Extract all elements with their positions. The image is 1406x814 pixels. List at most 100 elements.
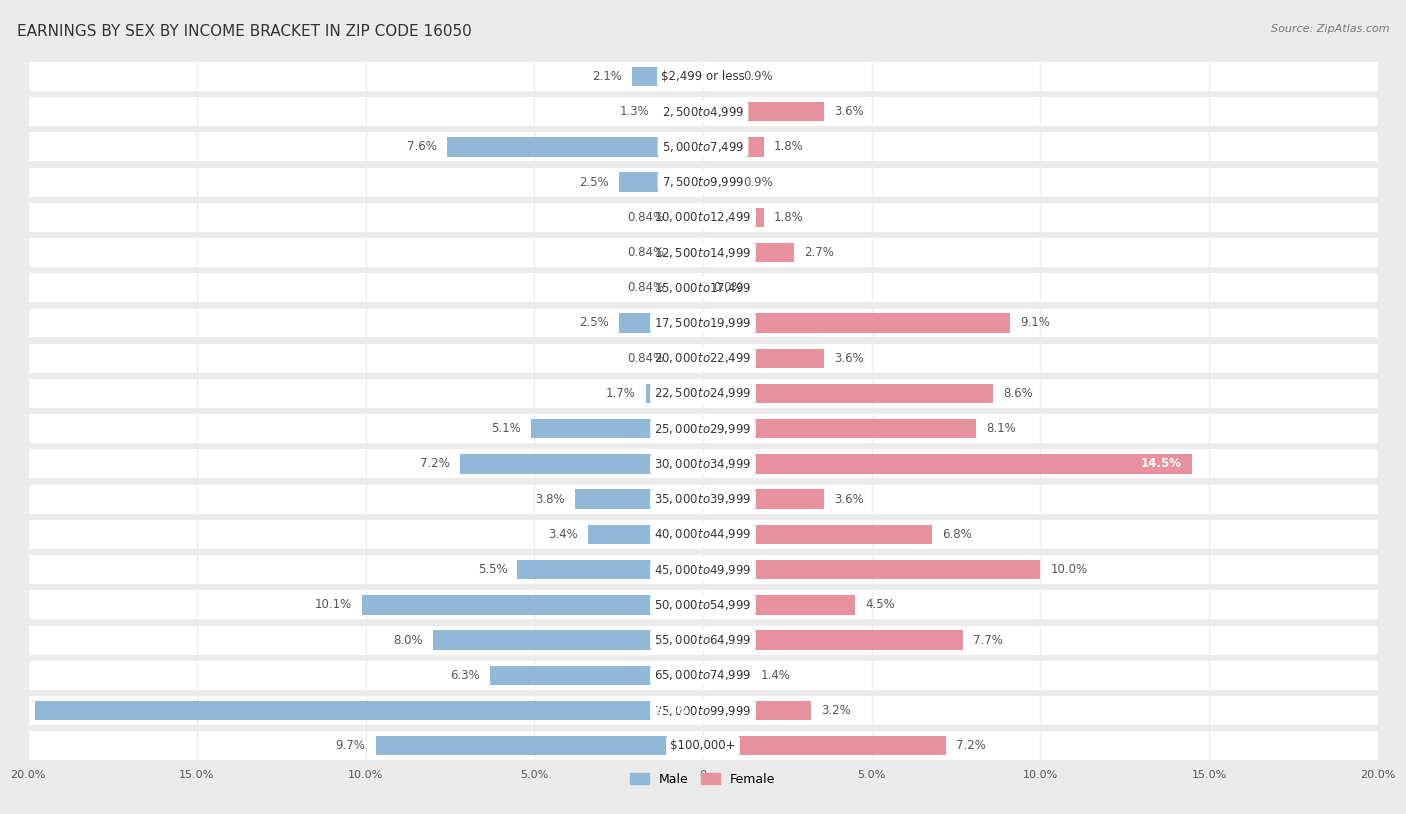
Bar bbox=[703, 454, 1192, 474]
Text: 9.7%: 9.7% bbox=[336, 739, 366, 752]
Bar bbox=[28, 590, 1378, 619]
Text: 19.8%: 19.8% bbox=[648, 704, 689, 717]
Bar bbox=[659, 102, 703, 121]
Text: $7,500 to $9,999: $7,500 to $9,999 bbox=[662, 175, 744, 189]
Bar bbox=[703, 313, 1010, 333]
Bar bbox=[28, 661, 1378, 689]
Text: 1.8%: 1.8% bbox=[773, 140, 804, 153]
Text: $20,000 to $22,499: $20,000 to $22,499 bbox=[654, 351, 752, 365]
Text: Source: ZipAtlas.com: Source: ZipAtlas.com bbox=[1271, 24, 1389, 34]
Text: $2,499 or less: $2,499 or less bbox=[661, 70, 745, 83]
Bar bbox=[28, 309, 1378, 338]
Bar bbox=[433, 630, 703, 650]
Text: 0.84%: 0.84% bbox=[627, 352, 665, 365]
Text: $2,500 to $4,999: $2,500 to $4,999 bbox=[662, 104, 744, 119]
Bar bbox=[703, 208, 763, 227]
Text: 1.7%: 1.7% bbox=[606, 387, 636, 400]
Bar bbox=[491, 666, 703, 685]
Text: 4.5%: 4.5% bbox=[865, 598, 894, 611]
Text: 1.3%: 1.3% bbox=[619, 105, 650, 118]
Bar bbox=[28, 484, 1378, 514]
Text: 10.0%: 10.0% bbox=[1050, 563, 1088, 576]
Text: $45,000 to $49,999: $45,000 to $49,999 bbox=[654, 562, 752, 576]
Bar bbox=[28, 344, 1378, 373]
Bar bbox=[703, 595, 855, 615]
Text: 7.7%: 7.7% bbox=[973, 633, 1002, 646]
Bar bbox=[28, 238, 1378, 267]
Text: 5.1%: 5.1% bbox=[491, 422, 520, 435]
Text: 8.1%: 8.1% bbox=[987, 422, 1017, 435]
Bar bbox=[703, 348, 824, 368]
Text: 2.5%: 2.5% bbox=[579, 176, 609, 189]
Text: 7.6%: 7.6% bbox=[406, 140, 436, 153]
Text: $35,000 to $39,999: $35,000 to $39,999 bbox=[654, 492, 752, 506]
Bar bbox=[28, 62, 1378, 91]
Bar bbox=[588, 525, 703, 544]
Bar bbox=[28, 97, 1378, 126]
Text: $40,000 to $44,999: $40,000 to $44,999 bbox=[654, 527, 752, 541]
Text: 0.84%: 0.84% bbox=[627, 211, 665, 224]
Bar bbox=[703, 525, 932, 544]
Text: $30,000 to $34,999: $30,000 to $34,999 bbox=[654, 457, 752, 471]
Text: 6.3%: 6.3% bbox=[450, 669, 481, 682]
Bar bbox=[675, 278, 703, 297]
Bar bbox=[28, 520, 1378, 549]
Bar bbox=[28, 696, 1378, 725]
Text: 0.9%: 0.9% bbox=[744, 70, 773, 83]
Text: 0.84%: 0.84% bbox=[627, 246, 665, 259]
Text: $75,000 to $99,999: $75,000 to $99,999 bbox=[654, 703, 752, 718]
Text: $100,000+: $100,000+ bbox=[671, 739, 735, 752]
Text: 3.6%: 3.6% bbox=[835, 105, 865, 118]
Bar bbox=[575, 489, 703, 509]
Text: $65,000 to $74,999: $65,000 to $74,999 bbox=[654, 668, 752, 682]
Text: 2.5%: 2.5% bbox=[579, 317, 609, 330]
Text: 7.2%: 7.2% bbox=[956, 739, 986, 752]
Bar bbox=[28, 168, 1378, 196]
Bar bbox=[703, 666, 751, 685]
Bar bbox=[619, 173, 703, 192]
Bar bbox=[28, 555, 1378, 584]
Text: 8.0%: 8.0% bbox=[394, 633, 423, 646]
Text: $12,500 to $14,999: $12,500 to $14,999 bbox=[654, 246, 752, 260]
Bar bbox=[531, 419, 703, 439]
Bar bbox=[447, 137, 703, 156]
Text: $10,000 to $12,499: $10,000 to $12,499 bbox=[654, 210, 752, 225]
Bar bbox=[35, 701, 703, 720]
Legend: Male, Female: Male, Female bbox=[626, 768, 780, 790]
Text: 2.7%: 2.7% bbox=[804, 246, 834, 259]
Text: 3.4%: 3.4% bbox=[548, 528, 578, 540]
Text: 3.6%: 3.6% bbox=[835, 352, 865, 365]
Bar bbox=[28, 274, 1378, 302]
Bar bbox=[675, 348, 703, 368]
Text: $22,500 to $24,999: $22,500 to $24,999 bbox=[654, 387, 752, 400]
Text: EARNINGS BY SEX BY INCOME BRACKET IN ZIP CODE 16050: EARNINGS BY SEX BY INCOME BRACKET IN ZIP… bbox=[17, 24, 471, 39]
Bar bbox=[703, 243, 794, 262]
Text: 3.8%: 3.8% bbox=[536, 492, 565, 505]
Text: 3.6%: 3.6% bbox=[835, 492, 865, 505]
Text: $5,000 to $7,499: $5,000 to $7,499 bbox=[662, 140, 744, 154]
Bar bbox=[703, 736, 946, 755]
Text: 9.1%: 9.1% bbox=[1021, 317, 1050, 330]
Text: 8.6%: 8.6% bbox=[1004, 387, 1033, 400]
Text: 0.84%: 0.84% bbox=[627, 282, 665, 294]
Bar bbox=[460, 454, 703, 474]
Text: 1.8%: 1.8% bbox=[773, 211, 804, 224]
Bar bbox=[28, 203, 1378, 232]
Bar bbox=[675, 243, 703, 262]
Bar bbox=[645, 383, 703, 403]
Bar bbox=[619, 313, 703, 333]
Bar bbox=[517, 560, 703, 580]
Bar bbox=[703, 67, 734, 86]
Text: $55,000 to $64,999: $55,000 to $64,999 bbox=[654, 633, 752, 647]
Text: $17,500 to $19,999: $17,500 to $19,999 bbox=[654, 316, 752, 330]
Bar bbox=[703, 102, 824, 121]
Bar bbox=[375, 736, 703, 755]
Bar bbox=[703, 137, 763, 156]
Text: 0.9%: 0.9% bbox=[744, 176, 773, 189]
Bar bbox=[28, 626, 1378, 654]
Bar bbox=[703, 419, 976, 439]
Bar bbox=[28, 449, 1378, 479]
Bar bbox=[28, 133, 1378, 161]
Text: 3.2%: 3.2% bbox=[821, 704, 851, 717]
Bar bbox=[703, 383, 993, 403]
